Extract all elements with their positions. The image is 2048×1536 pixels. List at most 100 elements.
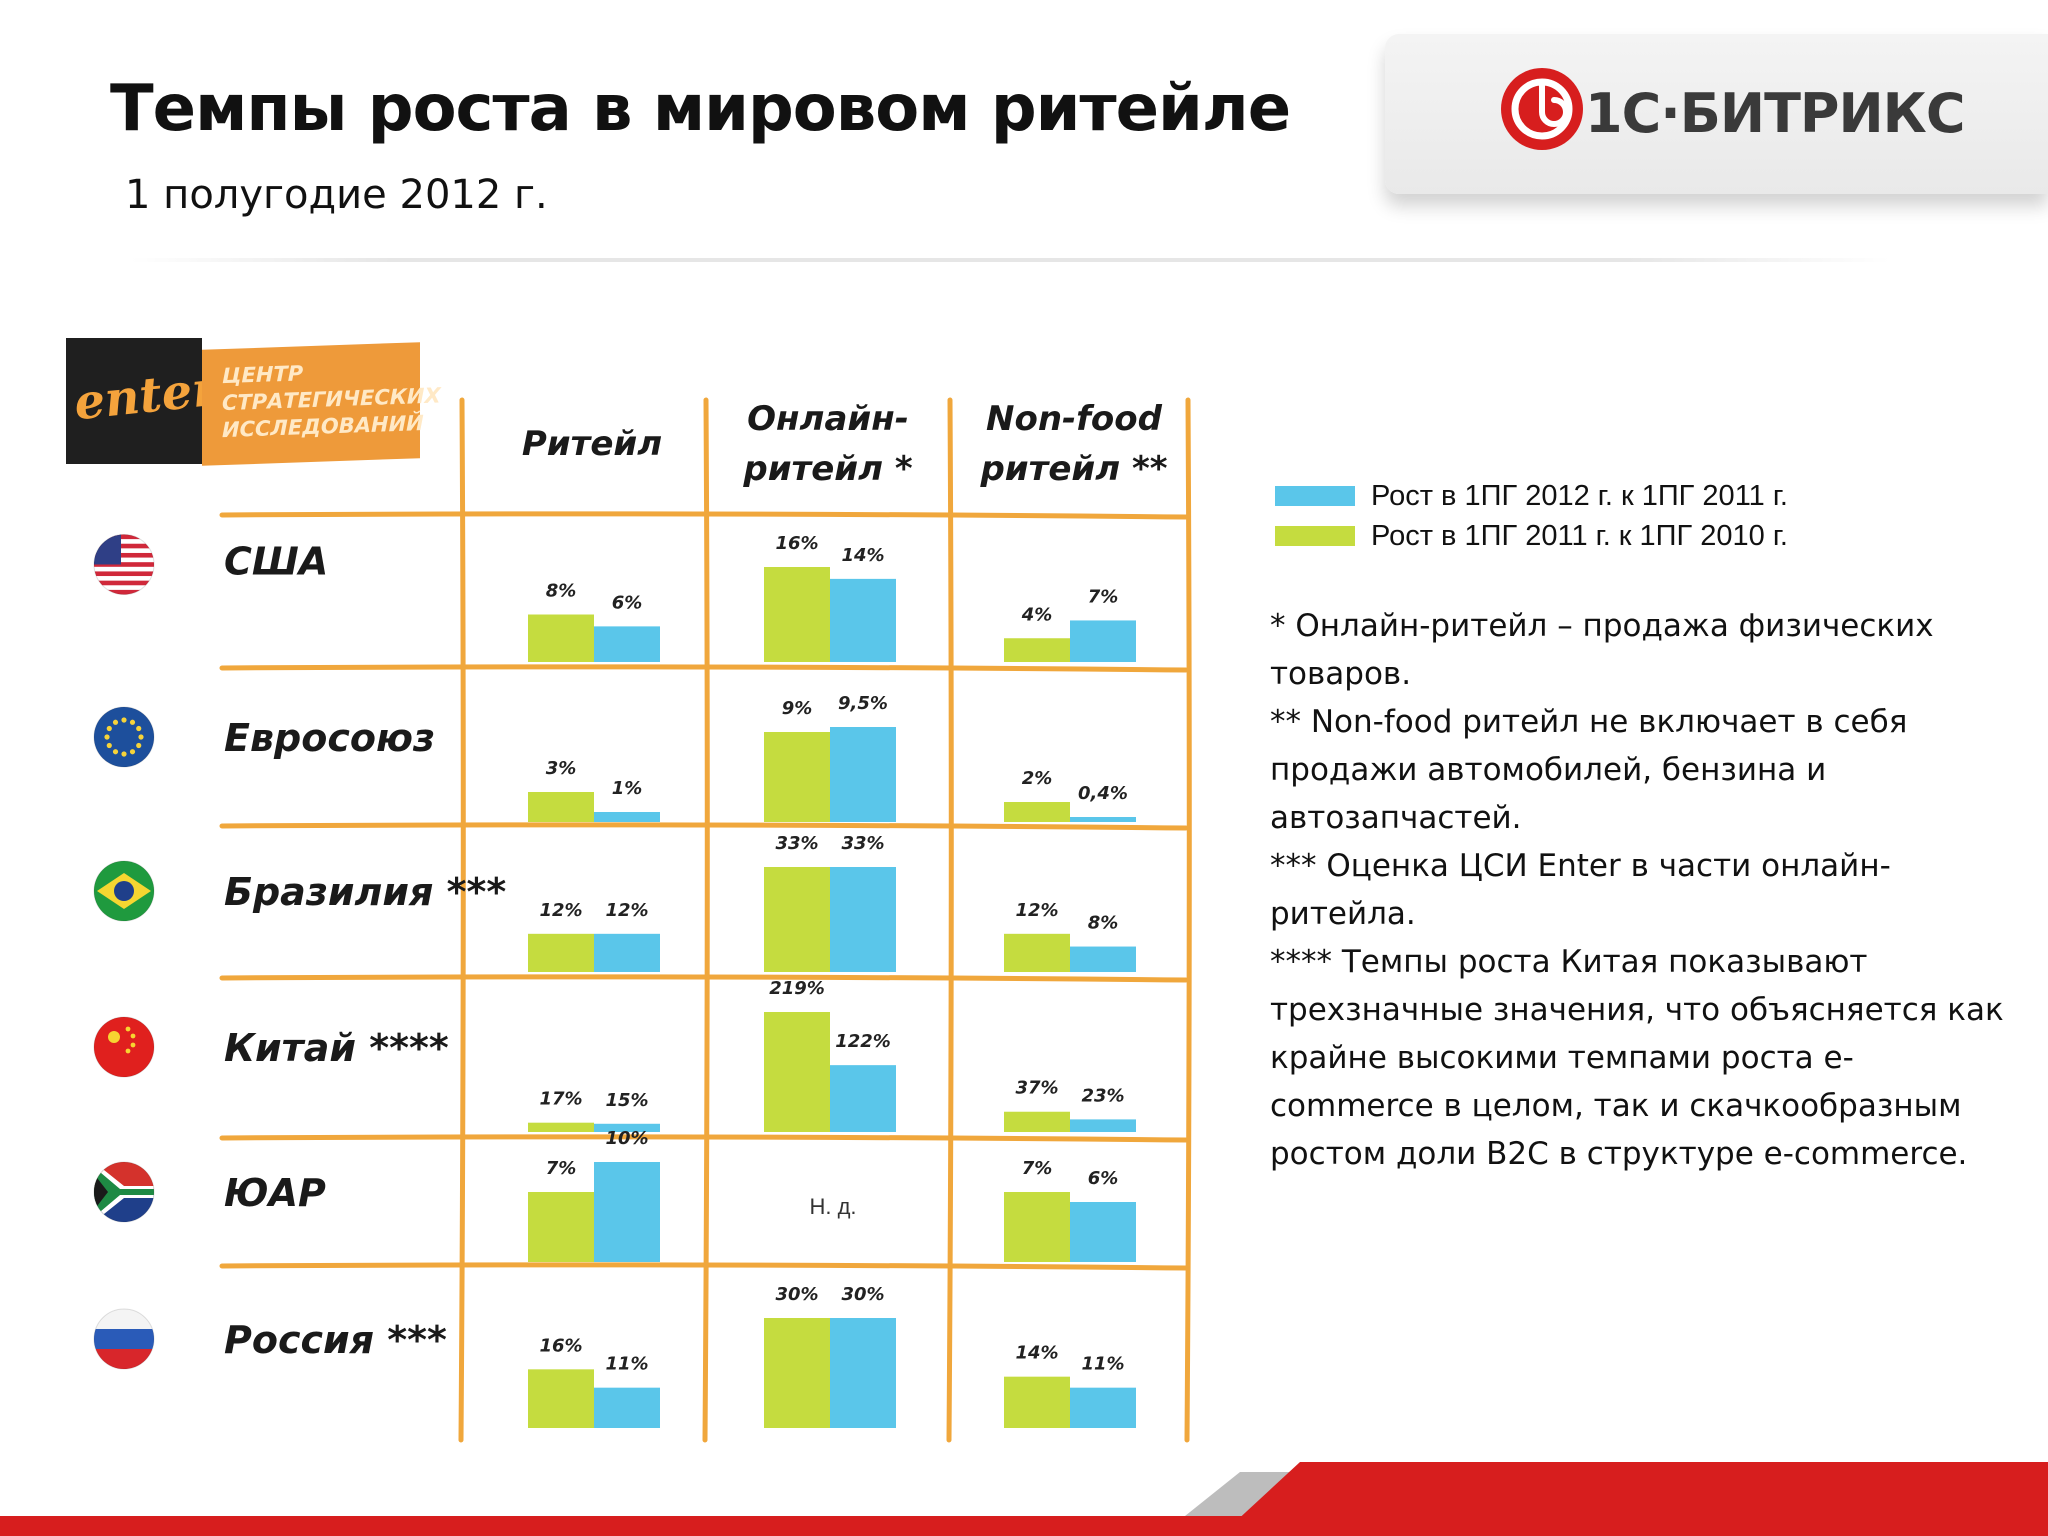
bar-2011-label: 4% — [1021, 604, 1053, 625]
brand-logo-panel: 1С·БИТРИКС — [1385, 34, 2048, 194]
bar-2011-label: 16% — [775, 533, 818, 554]
bar-2011-label: 14% — [1015, 1343, 1058, 1364]
footnote-4: **** Темпы роста Китая показывают трехзн… — [1270, 944, 2004, 1172]
grid-row-line — [219, 974, 1189, 983]
legend-item-2011: Рост в 1ПГ 2011 г. к 1ПГ 2010 г. — [1275, 516, 1788, 556]
bar-2011-label: 7% — [1022, 1158, 1053, 1179]
column-header: Онлайн- — [747, 399, 909, 439]
grid-col-line — [946, 397, 954, 1443]
grid-row-line — [219, 511, 1189, 520]
bar-2011 — [764, 1318, 830, 1428]
bar-2011-label: 9% — [782, 698, 813, 719]
grid-col-line — [458, 397, 466, 1443]
bar-2011 — [528, 614, 594, 662]
grid-col-line — [1184, 397, 1192, 1443]
bar-2011 — [1004, 1111, 1070, 1132]
bar-2012-label: 6% — [612, 592, 643, 613]
bar-2011 — [764, 567, 830, 662]
country-label: США — [224, 540, 328, 584]
bar-2012-label: 11% — [605, 1354, 648, 1375]
column-header: Ритейл — [522, 424, 662, 464]
bar-2011-label: 12% — [539, 900, 582, 921]
bar-2012-label: 122% — [835, 1031, 891, 1052]
bar-2012 — [1070, 817, 1136, 822]
bar-2011 — [528, 1369, 594, 1428]
bar-2011 — [1004, 933, 1070, 972]
bar-2011 — [764, 732, 830, 822]
column-header: ритейл ** — [979, 449, 1167, 489]
bar-2011-label: 3% — [546, 758, 577, 779]
bar-2011-label: 30% — [775, 1284, 818, 1305]
bar-2012-label: 1% — [612, 778, 643, 799]
bar-2012-label: 12% — [605, 900, 648, 921]
china-flag-icon — [93, 1016, 155, 1078]
bar-2012 — [594, 812, 660, 822]
footnotes: * Онлайн-ритейл – продажа физических тов… — [1270, 602, 2010, 1178]
country-label: Евросоюз — [224, 716, 435, 760]
bar-2011 — [528, 792, 594, 822]
bar-2012 — [830, 1065, 896, 1132]
bar-2011 — [764, 867, 830, 972]
south-africa-flag-icon — [93, 1161, 155, 1223]
bar-2012 — [830, 867, 896, 972]
bar-2012 — [1070, 620, 1136, 662]
enter-logo-mark: enter — [66, 338, 220, 464]
country-label: Китай **** — [224, 1026, 449, 1070]
bar-2012-label: 7% — [1088, 586, 1119, 607]
bar-2012 — [1070, 1387, 1136, 1428]
bar-2011-label: 12% — [1015, 900, 1058, 921]
bar-2011 — [1004, 802, 1070, 822]
bar-2012-label: 9,5% — [838, 693, 888, 714]
footnote-2: ** Non-food ритейл не включает в себя пр… — [1270, 704, 1908, 836]
bar-2012 — [830, 727, 896, 822]
bar-2012 — [830, 1318, 896, 1428]
bar-2012-label: 11% — [1081, 1354, 1124, 1375]
country-label: Россия *** — [224, 1318, 447, 1362]
grid-row-line — [219, 1262, 1189, 1271]
grid-row-line — [219, 822, 1189, 831]
bar-2012 — [830, 578, 896, 662]
bar-2011 — [528, 1192, 594, 1262]
grid-row-line — [219, 1134, 1189, 1143]
bar-2012 — [1070, 1202, 1136, 1262]
bar-2011-label: 16% — [539, 1335, 582, 1356]
bar-2012-label: 0,4% — [1078, 783, 1128, 804]
bar-2012 — [1070, 1119, 1136, 1132]
bar-2011-label: 37% — [1015, 1078, 1058, 1099]
bar-2011 — [1004, 638, 1070, 662]
bar-2012 — [1070, 946, 1136, 972]
brand-logo-text: 1С·БИТРИКС — [1585, 82, 1965, 145]
bar-2011-label: 33% — [775, 833, 818, 854]
bar-2012-label: 30% — [841, 1284, 884, 1305]
grid-col-line — [702, 397, 710, 1443]
page-title: Темпы роста в мировом ритейле — [110, 72, 1291, 146]
page-subtitle: 1 полугодие 2012 г. — [125, 172, 548, 218]
footnote-3: *** Оценка ЦСИ Enter в части онлайн-рите… — [1270, 848, 1891, 932]
brazil-flag-icon — [93, 860, 155, 922]
country-label: Бразилия *** — [224, 870, 506, 914]
bar-2012-label: 15% — [605, 1090, 648, 1111]
bar-2011 — [528, 933, 594, 972]
column-header: ритейл * — [742, 449, 912, 489]
bar-2012-label: 8% — [1088, 913, 1119, 934]
footnote-1: * Онлайн-ритейл – продажа физических тов… — [1270, 608, 1934, 692]
bar-2012 — [594, 1162, 660, 1262]
eu-flag-icon — [93, 706, 155, 768]
chart-legend: Рост в 1ПГ 2012 г. к 1ПГ 2011 г. Рост в … — [1275, 476, 1788, 556]
bar-2011 — [528, 1122, 594, 1132]
bar-2011-label: 219% — [769, 978, 825, 999]
russia-flag-icon — [93, 1308, 155, 1370]
bar-2011 — [1004, 1376, 1070, 1428]
legend-label-2011: Рост в 1ПГ 2011 г. к 1ПГ 2010 г. — [1371, 519, 1788, 552]
bar-2012 — [594, 1123, 660, 1132]
country-label: ЮАР — [224, 1171, 326, 1215]
bar-2011 — [1004, 1192, 1070, 1262]
footer-band — [0, 1516, 2048, 1536]
bar-2011-label: 2% — [1022, 768, 1053, 789]
usa-flag-icon — [93, 534, 155, 595]
bar-2012-label: 14% — [841, 545, 884, 566]
legend-swatch-2012 — [1275, 486, 1355, 506]
bitrix-logo-icon — [1501, 68, 1583, 150]
bar-2011-label: 7% — [546, 1158, 577, 1179]
